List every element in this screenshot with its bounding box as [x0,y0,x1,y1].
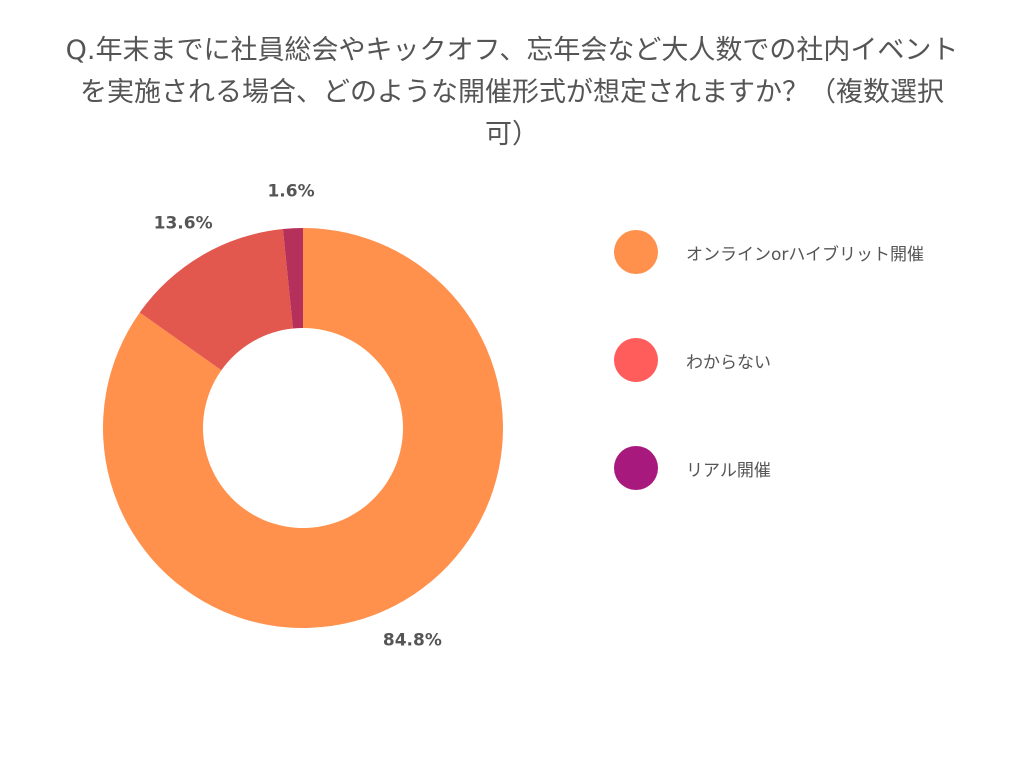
legend-swatch-in-person [614,446,658,490]
slices-group [102,228,504,629]
legend-label-in-person: リアル開催 [686,460,771,481]
legend-swatch-unknown [614,338,658,382]
data-label-online-hybrid: 84.8% [383,630,442,650]
chart-title: Q.年末までに社員総会やキックオフ、忘年会など大人数での社内イベントを実施される… [65,35,959,150]
labels-group: 84.8% 13.6% 1.6% [154,181,442,650]
legend-swatch-online-hybrid [614,230,658,274]
legend-item-unknown[interactable]: わからない [614,338,771,382]
legend-label-unknown: わからない [686,352,771,373]
legend-item-in-person[interactable]: リアル開催 [614,446,771,490]
data-label-in-person: 1.6% [267,181,314,201]
data-label-unknown: 13.6% [154,213,213,233]
slice-in-person[interactable] [282,228,303,329]
legend-item-online-hybrid[interactable]: オンラインorハイブリット開催 [614,230,924,274]
slice-unknown[interactable] [139,229,293,371]
legend-label-online-hybrid: オンラインorハイブリット開催 [686,244,925,265]
slice-online-hybrid[interactable] [102,228,504,629]
